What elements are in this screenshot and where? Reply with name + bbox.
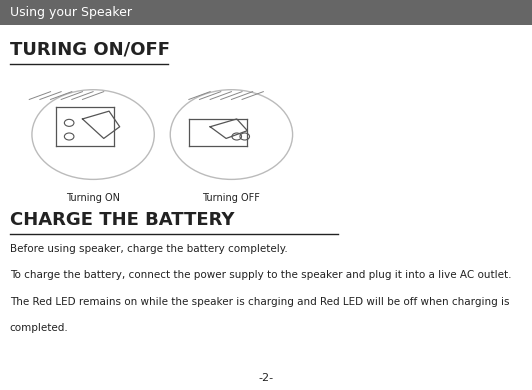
Text: CHARGE THE BATTERY: CHARGE THE BATTERY [10,211,234,229]
FancyBboxPatch shape [0,0,532,25]
Text: completed.: completed. [10,323,68,333]
Text: TURING ON/OFF: TURING ON/OFF [10,41,170,59]
Text: The Red LED remains on while the speaker is charging and Red LED will be off whe: The Red LED remains on while the speaker… [10,297,509,307]
Text: -2-: -2- [259,373,273,383]
Text: Using your Speaker: Using your Speaker [10,6,131,19]
Text: To charge the battery, connect the power supply to the speaker and plug it into : To charge the battery, connect the power… [10,270,511,280]
Text: Turning OFF: Turning OFF [203,193,260,203]
Text: Before using speaker, charge the battery completely.: Before using speaker, charge the battery… [10,244,287,254]
Text: Turning ON: Turning ON [66,193,120,203]
